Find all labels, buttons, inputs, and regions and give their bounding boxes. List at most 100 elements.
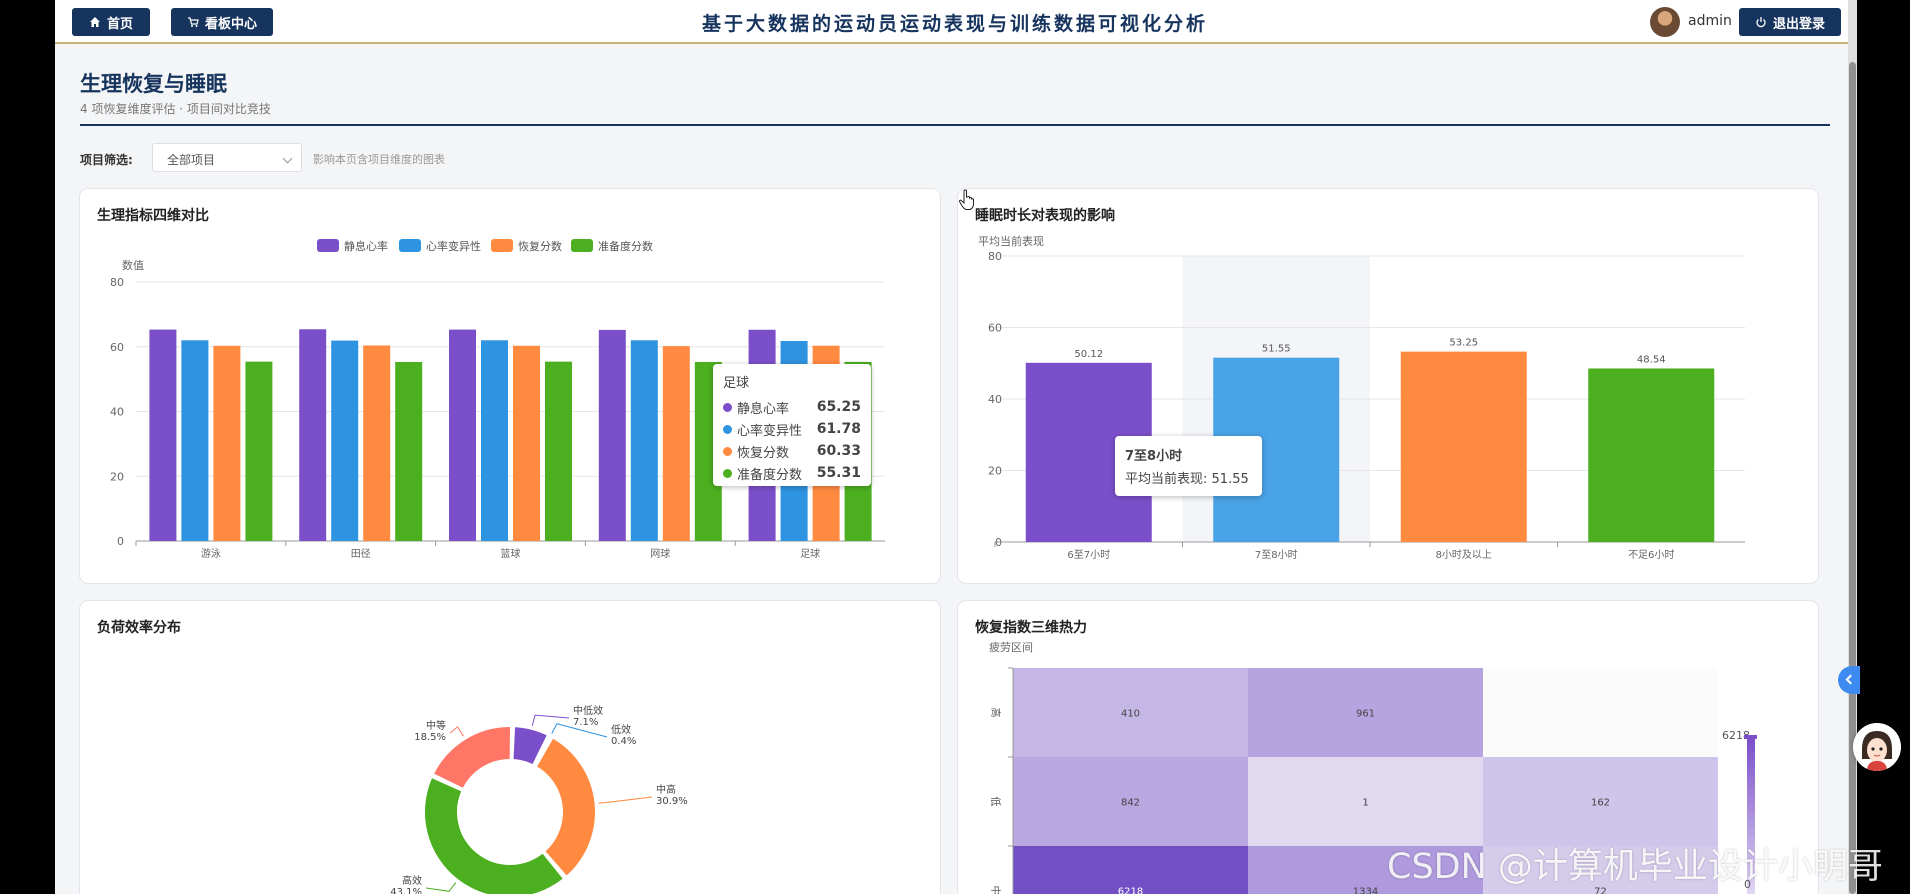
load-chart-card: 负荷效率分布 中低效 7.1% 低效 0.4% 中高 30.9% 高效 43.1% 中等 18.5… [79,600,941,894]
legend-label: 恢复分数 [518,239,562,253]
sleep-tooltip-value: 51.55 [1211,472,1249,487]
sleep-tooltip-label: 平均当前表现: [1125,472,1208,487]
tooltip-row-value: 60.33 [816,443,861,459]
physio-tooltip-title: 足球 [723,376,750,391]
bar [449,329,476,541]
heat-cell [1013,757,1248,846]
bar [149,329,177,541]
top-header: 首页 看板中心 基于大数据的运动员运动表现与训练数据可视化分析 admin 退出… [55,0,1855,44]
sleep-chart-card: 睡眠时长对表现的影响 平均当前表现02040608050.126至7小时51.5… [957,188,1819,584]
y-axis-label: 平均当前表现 [978,234,1044,248]
slice-percent-label: 0.4% [611,736,636,747]
slice-name-label: 中等 [426,719,446,732]
slice-name-label: 低效 [611,723,631,736]
physio-tooltip-row: 静息心率 65.25 [723,396,861,418]
physio-tooltip-row: 恢复分数 60.33 [723,440,861,462]
sleep-tooltip-row: 平均当前表现: 51.55 [1125,468,1252,487]
tooltip-row-name: 心率变异性 [737,423,803,439]
filter-label: 项目筛选: [80,153,133,167]
physio-chart-title: 生理指标四维对比 [97,208,209,224]
x-tick-label: 田径 [351,547,371,560]
bar [245,361,273,541]
bar [331,340,359,541]
slice-percent-label: 7.1% [573,717,598,728]
heat-cell-label: 410 [1121,709,1140,720]
leader-line [551,723,608,738]
hand-cursor-icon [958,189,974,210]
slice-name-label: 中高 [656,783,676,796]
bar-data-label: 53.25 [1449,338,1478,349]
sleep-chart-title: 睡眠时长对表现的影响 [975,208,1115,224]
x-tick-label: 8小时及以上 [1436,549,1492,561]
tooltip-row-name: 恢复分数 [737,445,790,461]
tooltip-row-name: 静息心率 [737,401,790,417]
heat-cell-label: 961 [1356,709,1375,720]
home-button[interactable]: 首页 [72,8,150,36]
vertical-scrollbar[interactable] [1848,0,1857,894]
heat-cell [1013,668,1248,757]
scale-min-label: 0 [1744,878,1751,891]
bar [1400,351,1527,542]
page-subtitle: 4 项恢复维度评估 · 项目间对比竞技 [80,102,271,116]
app-root: 首页 看板中心 基于大数据的运动员运动表现与训练数据可视化分析 admin 退出… [55,0,1855,894]
physio-tooltip-row: 准备度分数 55.31 [723,462,861,484]
bar-data-label: 51.55 [1262,344,1291,355]
page-title: 生理恢复与睡眠 [80,71,227,96]
scrollbar-thumb[interactable] [1849,62,1856,894]
bar [598,329,626,541]
legend-label: 心率变异性 [426,239,481,253]
y-tick-label: 80 [110,276,124,289]
bar-data-label: 50.12 [1074,349,1103,360]
bar [662,346,690,541]
heat-cell [1483,846,1718,894]
heat-cell [1248,757,1483,846]
y-tick-label: 40 [110,406,124,419]
heat-cell-label: 842 [1121,798,1140,809]
x-tick-label: 网球 [650,547,670,560]
scale-handle [1744,735,1757,739]
x-tick-label: 篮球 [501,547,521,560]
legend-swatch [491,239,513,252]
legend-label: 静息心率 [344,239,388,253]
home-button-label: 首页 [106,16,133,32]
legend-label: 准备度分数 [598,239,653,253]
chevron-left-icon [1845,674,1856,685]
dashboard-button-label: 看板中心 [204,16,257,32]
y-tick-label: 中 [989,886,1002,894]
heat-chart-title: 恢复指数三维热力 [975,620,1087,636]
legend-dot [723,468,732,478]
tooltip-row-name: 准备度分数 [737,467,803,483]
x-tick-label: 游泳 [201,547,221,560]
heat-cell [1013,846,1248,894]
physio-tooltip: 足球 静息心率 65.25 心率变异性 61.78 恢复分数 60.33 准备度分数 5… [713,364,871,486]
logout-button-label: 退出登录 [1772,16,1825,32]
y-tick-label: 20 [988,465,1002,478]
x-tick-label: 不足6小时 [1628,549,1674,561]
heat-cell-label: 1334 [1353,887,1378,894]
donut-slice [423,775,566,894]
logout-button[interactable]: 退出登录 [1739,8,1841,36]
bar [545,361,572,541]
project-filter-select[interactable]: 全部项目 [152,143,302,172]
y-axis-label: 数值 [122,259,144,272]
bar [181,340,209,541]
collapse-side-tab[interactable] [1838,666,1860,694]
tooltip-row-value: 55.31 [816,465,861,481]
donut-slice [511,725,550,767]
heat-chart-card: 恢复指数三维热力 疲劳区间高 410 961 低 842 1 162 中 6218 1334 72 6… [957,600,1819,894]
heat-cell [1483,757,1718,846]
assistant-avatar-button[interactable] [1853,723,1901,771]
donut-slice [533,735,552,768]
physio-tooltip-row: 心率变异性 61.78 [723,418,861,440]
physio-chart-card: 生理指标四维对比 静息心率 心率变异性 恢复分数 准备度分数 数值 0 20 40 60 80 游泳… [79,188,941,584]
bar [363,345,391,541]
avatar[interactable] [1650,7,1680,37]
slice-percent-label: 30.9% [656,796,688,807]
tooltip-row-value: 65.25 [816,399,861,415]
slice-percent-label: 43.1% [390,887,422,894]
scale-max-label: 6218 [1722,729,1750,742]
bar [299,329,327,541]
dashboard-button[interactable]: 看板中心 [171,8,273,36]
leader-line [531,714,570,726]
